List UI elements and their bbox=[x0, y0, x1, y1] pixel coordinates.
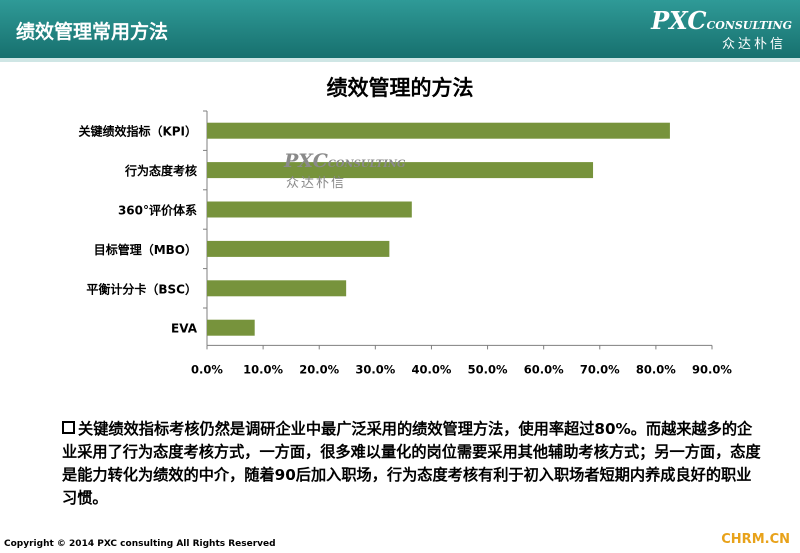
tick-label: 50.0% bbox=[468, 362, 508, 376]
bar bbox=[207, 162, 594, 179]
tick-label: 60.0% bbox=[524, 362, 564, 376]
bar bbox=[207, 240, 390, 257]
logo-chinese: 众达朴信 bbox=[721, 37, 786, 52]
copyright-text: Copyright © 2014 PXC consulting All Righ… bbox=[4, 539, 276, 549]
company-logo: PXCCONSULTING 众达朴信 bbox=[622, 6, 792, 52]
bar bbox=[207, 122, 670, 139]
tick-label: 40.0% bbox=[411, 362, 451, 376]
logo-secondary: CONSULTING bbox=[706, 19, 792, 32]
category-label: 行为态度考核 bbox=[124, 163, 197, 178]
bar bbox=[207, 319, 255, 336]
header-band bbox=[0, 58, 800, 62]
tick-label: 30.0% bbox=[355, 362, 395, 376]
category-label: EVA bbox=[171, 322, 198, 336]
category-label: 关键绩效指标（KPI） bbox=[78, 124, 197, 139]
watermark-chinese: 众达朴信 bbox=[286, 176, 347, 191]
checkbox-bullet-icon bbox=[62, 421, 75, 434]
bar bbox=[207, 280, 347, 297]
summary-note: 关键绩效指标考核仍然是调研企业中最广泛采用的绩效管理方法，使用率超过80%。而越… bbox=[62, 418, 762, 510]
watermark-primary: PXC bbox=[284, 150, 328, 172]
header-title: 绩效管理常用方法 bbox=[16, 21, 169, 43]
summary-note-text: 关键绩效指标考核仍然是调研企业中最广泛采用的绩效管理方法，使用率超过80%。而越… bbox=[62, 420, 761, 507]
tick-label: 10.0% bbox=[243, 362, 283, 376]
category-label: 目标管理（MBO） bbox=[94, 242, 197, 257]
bar bbox=[207, 201, 412, 218]
logo-wordmark: PXCCONSULTING bbox=[651, 6, 792, 35]
chart-title: 绩效管理的方法 bbox=[326, 76, 474, 100]
site-label: CHRM.CN bbox=[721, 532, 790, 547]
watermark-secondary: CONSULTING bbox=[327, 159, 406, 170]
watermark-wordmark: PXCCONSULTING bbox=[284, 150, 444, 172]
tick-label: 90.0% bbox=[692, 362, 732, 376]
tick-label: 0.0% bbox=[191, 362, 223, 376]
header-bar: 绩效管理常用方法 PXCCONSULTING 众达朴信 bbox=[0, 0, 800, 58]
tick-label: 80.0% bbox=[636, 362, 676, 376]
category-label: 平衡计分卡（BSC） bbox=[86, 281, 197, 296]
logo-primary: PXC bbox=[651, 6, 707, 35]
watermark: PXCCONSULTING 众达朴信 bbox=[284, 150, 444, 192]
tick-label: 20.0% bbox=[299, 362, 339, 376]
tick-label: 70.0% bbox=[580, 362, 620, 376]
category-label: 360°评价体系 bbox=[118, 203, 197, 218]
